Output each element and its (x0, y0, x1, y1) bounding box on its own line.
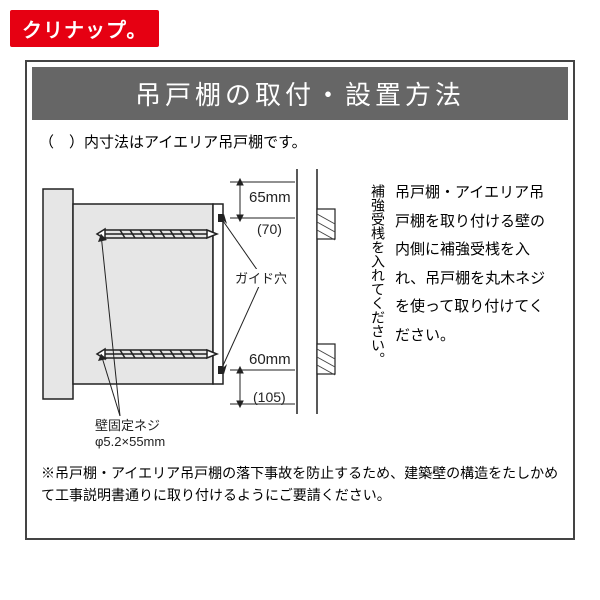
vertical-note: 補強受桟を入れてください。 (365, 154, 387, 454)
dim-bottom-paren: (105) (253, 389, 286, 405)
dim-bottom: 60mm (249, 351, 291, 368)
subtitle-text: （ ）内寸法はアイエリア吊戸棚です。 (27, 125, 573, 154)
screw-label-2: φ5.2×55mm (95, 434, 165, 449)
brand-logo: クリナップ。 (10, 10, 159, 47)
description-text: 吊戸棚・アイエリア吊戸棚を取り付ける壁の内側に補強受桟を入れ、吊戸棚を丸木ネジを… (387, 154, 562, 454)
content-row: 65mm (70) 60mm (105) ガイド穴 (27, 154, 573, 454)
panel-title: 吊戸棚の取付・設置方法 (31, 66, 569, 121)
screw-label-1: 壁固定ネジ (95, 418, 160, 433)
dim-top-paren: (70) (257, 221, 282, 237)
dim-top: 65mm (249, 189, 291, 206)
guide-hole-label: ガイド穴 (235, 271, 287, 286)
instruction-panel: 吊戸棚の取付・設置方法 （ ）内寸法はアイエリア吊戸棚です。 (25, 60, 575, 540)
installation-diagram: 65mm (70) 60mm (105) ガイド穴 (35, 154, 365, 454)
footnote-text: ※吊戸棚・アイエリア吊戸棚の落下事故を防止するため、建築壁の構造をたしかめて工事… (27, 454, 573, 507)
